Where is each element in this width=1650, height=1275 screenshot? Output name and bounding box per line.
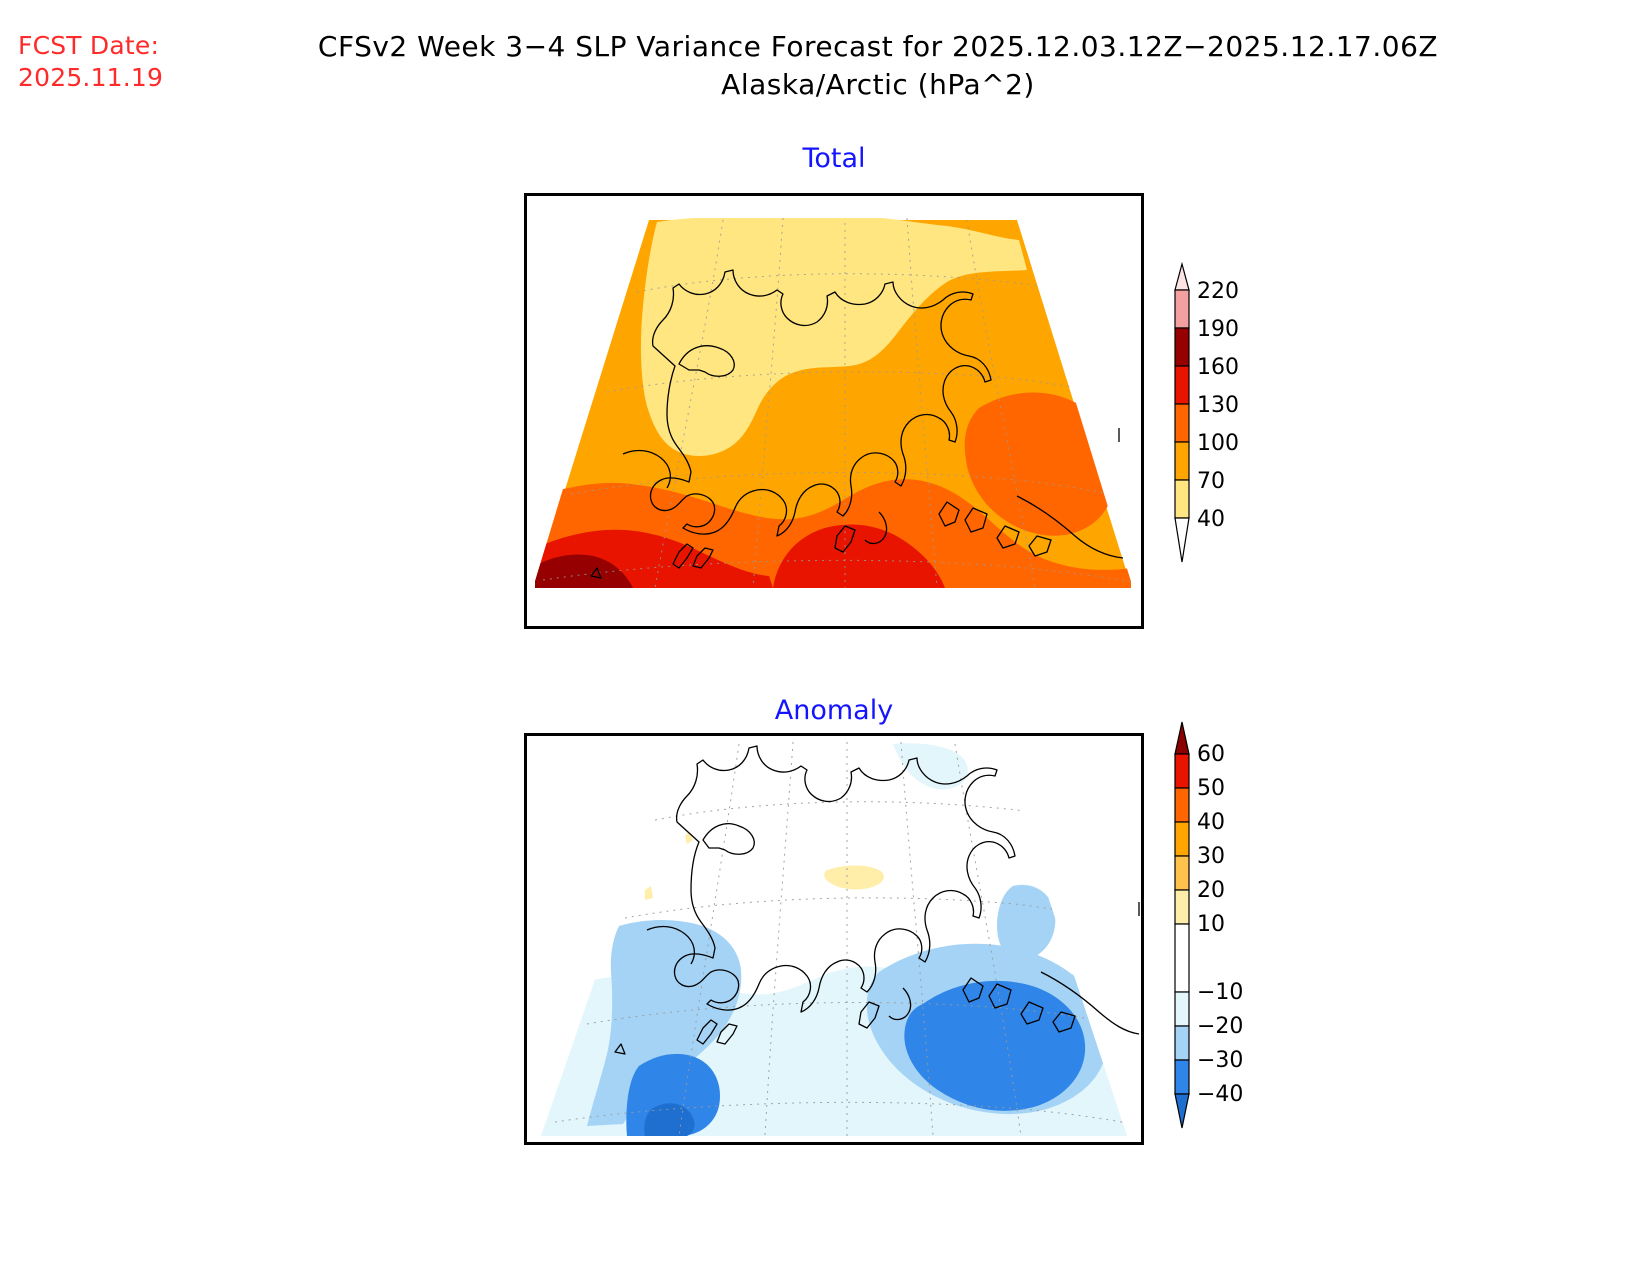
map-anomaly-plot (541, 742, 1140, 1136)
colorbar-total-tick-190: 190 (1197, 317, 1239, 342)
figure-title-line2: Alaska/Arctic (hPa^2) (721, 68, 1035, 101)
colorbar-anomaly-tick-50: 50 (1197, 776, 1225, 801)
colorbar-total: 220 190 160 130 100 70 40 (1155, 262, 1315, 582)
forecast-date-value: 2025.11.19 (18, 63, 164, 92)
map-total-plot (535, 218, 1133, 588)
colorbar-total-tick-100: 100 (1197, 431, 1239, 456)
coastline-anomaly (614, 745, 1140, 1055)
colorbar-total-tick-70: 70 (1197, 469, 1225, 494)
colorbar-total-swatches (1174, 262, 1190, 563)
colorbar-anomaly-tick-40: 40 (1197, 810, 1225, 835)
colorbar-anomaly-tick-60: 60 (1197, 742, 1225, 767)
figure-title: CFSv2 Week 3−4 SLP Variance Forecast for… (168, 28, 1588, 104)
colorbar-total-tick-160: 160 (1197, 355, 1239, 380)
colorbar-anomaly-tick-neg30: −30 (1197, 1048, 1244, 1073)
colorbar-anomaly: 60 50 40 30 20 10 −10 −20 −30 −40 (1155, 718, 1315, 1138)
colorbar-total-tick-130: 130 (1197, 393, 1239, 418)
colorbar-anomaly-tick-20: 20 (1197, 878, 1225, 903)
coastline-total (590, 269, 1124, 579)
map-total-frame[interactable] (524, 193, 1144, 629)
map-anomaly-frame[interactable] (524, 733, 1144, 1145)
forecast-date-label: FCST Date: (18, 31, 160, 60)
colorbar-total-tick-40: 40 (1197, 507, 1225, 532)
colorbar-anomaly-tick-10: 10 (1197, 912, 1225, 937)
panel-anomaly-title: Anomaly (774, 695, 894, 726)
contour-fill-anomaly (541, 742, 1127, 1136)
colorbar-anomaly-tick-neg10: −10 (1197, 980, 1244, 1005)
colorbar-anomaly-swatches (1174, 721, 1190, 1129)
figure-title-line1: CFSv2 Week 3−4 SLP Variance Forecast for… (317, 30, 1439, 63)
colorbar-total-tick-220: 220 (1197, 279, 1239, 304)
colorbar-anomaly-tick-neg40: −40 (1197, 1082, 1244, 1107)
panel-total-title: Total (802, 143, 866, 174)
colorbar-anomaly-tick-30: 30 (1197, 844, 1225, 869)
colorbar-anomaly-tick-neg20: −20 (1197, 1014, 1244, 1039)
contour-fill-total (535, 218, 1131, 588)
